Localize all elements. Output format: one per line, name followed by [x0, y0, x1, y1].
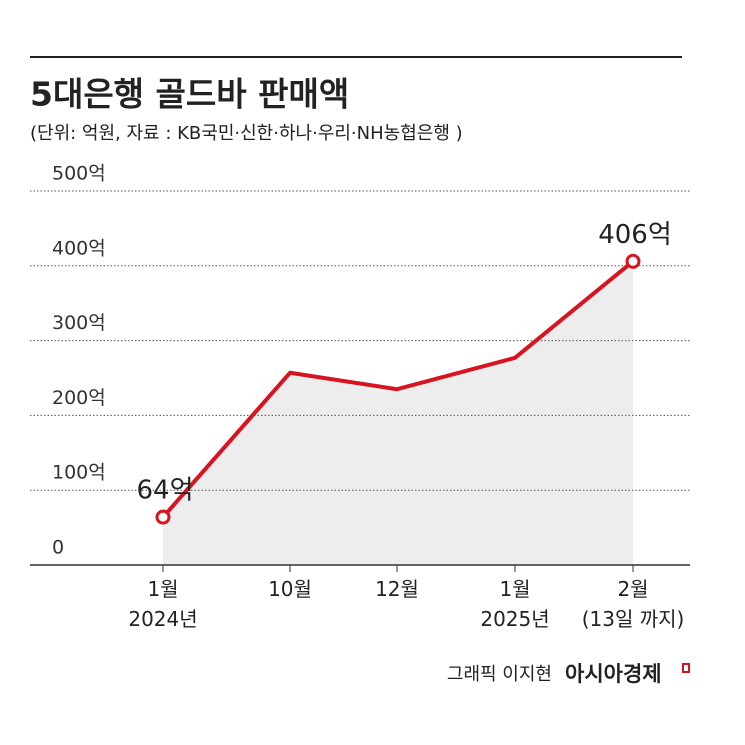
- value-label: 64억: [136, 476, 193, 506]
- plot: 0 100억 200억 300억 400억 500억 1월 2024년 10월 12월 1월 2025…: [30, 163, 690, 631]
- point: [625, 253, 641, 269]
- y-tick-label: 0: [52, 537, 64, 559]
- credit: 그래픽 이지현: [447, 664, 552, 685]
- chart-subtitle: (단위: 억원, 자료 : KB국민·신한·하나·우리·NH농협은행 ): [30, 123, 463, 144]
- x-tick-label: 12월: [375, 577, 419, 601]
- y-tick-label: 100억: [52, 462, 106, 484]
- x-tick-label: 1월 2025년: [480, 577, 549, 631]
- point: [155, 509, 171, 525]
- publisher: 아시아경제: [565, 662, 662, 686]
- logo-mark: [682, 663, 690, 673]
- chart-title: 5대은행 골드바 판매액: [30, 75, 349, 114]
- y-tick-label: 500억: [52, 163, 106, 185]
- x-tick-label: 2월 (13일 까지): [582, 577, 685, 631]
- y-tick-label: 400억: [52, 237, 106, 259]
- y-tick-label: 200억: [52, 387, 106, 409]
- y-tick-label: 300억: [52, 312, 106, 334]
- x-tick-label: 10월: [268, 577, 312, 601]
- area: [163, 261, 633, 565]
- line: [161, 259, 635, 519]
- value-label: 406억: [598, 220, 672, 250]
- x-tick-label: 1월 2024년: [128, 577, 197, 631]
